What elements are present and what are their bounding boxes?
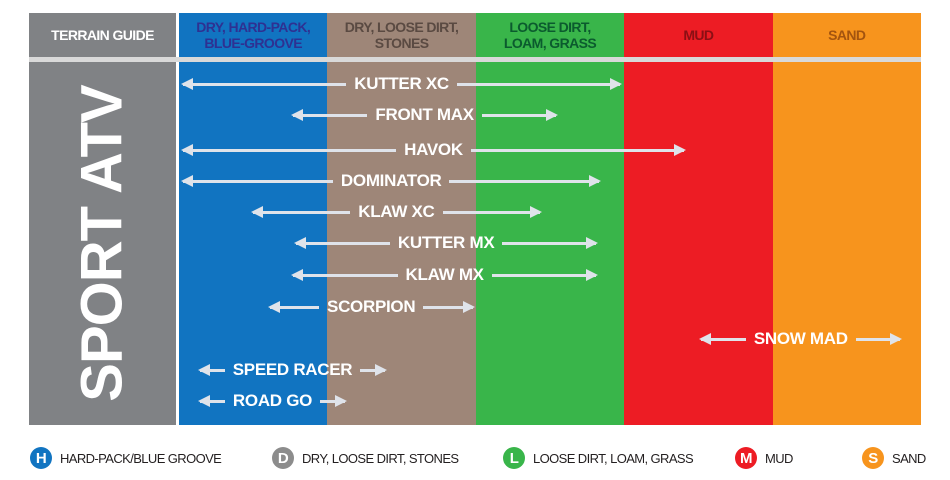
legend-label: HARD-PACK/BLUE GROOVE xyxy=(60,450,222,466)
right-arrow-icon xyxy=(855,332,903,345)
left-arrow-icon xyxy=(699,332,746,345)
left-arrow-icon xyxy=(197,394,225,407)
tire-range-row: SNOW MAD xyxy=(699,329,903,349)
right-arrow-icon xyxy=(502,236,598,249)
left-arrow-icon xyxy=(291,268,398,281)
legend-item: D DRY, LOOSE DIRT, STONES xyxy=(272,447,459,469)
terrain-guide-column xyxy=(29,62,176,425)
tire-name: SCORPION xyxy=(327,297,416,316)
left-arrow-icon xyxy=(294,236,390,249)
terrain-column-3 xyxy=(624,62,773,425)
terrain-header-label: SAND xyxy=(828,27,866,43)
tire-range-row: HAVOK xyxy=(181,140,686,160)
tire-range-row: KUTTER XC xyxy=(181,74,622,94)
legend-badge-icon: M xyxy=(735,447,757,469)
terrain-header-0: DRY, HARD-PACK, BLUE-GROOVE xyxy=(179,13,328,57)
terrain-header-3: MUD xyxy=(624,13,773,57)
right-arrow-icon xyxy=(470,143,686,156)
right-arrow-icon xyxy=(481,108,559,121)
tire-name: KLAW MX xyxy=(405,265,484,284)
terrain-header-1: DRY, LOOSE DIRT, STONES xyxy=(327,13,476,57)
tire-name: KLAW XC xyxy=(358,202,435,221)
terrain-guide-header: TERRAIN GUIDE xyxy=(29,13,176,57)
left-arrow-icon xyxy=(197,363,225,376)
tire-name: SPEED RACER xyxy=(232,360,353,379)
legend-badge-icon: S xyxy=(862,447,884,469)
legend-badge-icon: D xyxy=(272,447,294,469)
tire-range-row: FRONT MAX xyxy=(291,105,559,125)
right-arrow-icon xyxy=(423,300,475,313)
legend-badge-icon: H xyxy=(30,447,52,469)
legend-label: LOOSE DIRT, LOAM, GRASS xyxy=(533,450,694,466)
right-arrow-icon xyxy=(456,77,622,90)
tire-name: KUTTER XC xyxy=(354,74,449,93)
right-arrow-icon xyxy=(449,174,602,187)
right-arrow-icon xyxy=(491,268,599,281)
terrain-header-label: MUD xyxy=(683,27,714,43)
terrain-header-label: LOOSE DIRT, LOAM, GRASS xyxy=(503,19,597,51)
tire-range-row: KLAW XC xyxy=(251,202,542,222)
left-arrow-icon xyxy=(181,77,347,90)
terrain-header-2: LOOSE DIRT, LOAM, GRASS xyxy=(475,13,625,57)
terrain-header-label: DRY, HARD-PACK, BLUE-GROOVE xyxy=(196,19,311,51)
tire-name: DOMINATOR xyxy=(340,171,442,190)
legend-item: S SAND xyxy=(862,447,926,469)
legend-badge-icon: L xyxy=(503,447,525,469)
tire-name: FRONT MAX xyxy=(375,105,474,124)
tire-range-row: DOMINATOR xyxy=(181,171,602,191)
legend-label: SAND xyxy=(892,450,926,466)
terrain-header-4: SAND xyxy=(772,13,921,57)
terrain-guide-title: TERRAIN GUIDE xyxy=(51,27,154,43)
legend-label: DRY, LOOSE DIRT, STONES xyxy=(302,450,459,466)
tire-range-row: ROAD GO xyxy=(197,391,348,411)
left-arrow-icon xyxy=(291,108,368,121)
legend-label: MUD xyxy=(765,450,793,466)
sport-atv-title: SPORT ATV xyxy=(70,85,135,402)
left-arrow-icon xyxy=(181,143,397,156)
terrain-column-4 xyxy=(772,62,921,425)
tire-name: ROAD GO xyxy=(232,391,313,410)
legend-item: M MUD xyxy=(735,447,793,469)
tire-range-row: SPEED RACER xyxy=(197,360,388,380)
tire-range-row: SCORPION xyxy=(267,297,475,317)
tire-name: HAVOK xyxy=(404,140,463,159)
legend-item: H HARD-PACK/BLUE GROOVE xyxy=(30,447,222,469)
tire-range-row: KLAW MX xyxy=(291,265,599,285)
left-arrow-icon xyxy=(181,174,333,187)
terrain-header-label: DRY, LOOSE DIRT, STONES xyxy=(344,19,459,51)
tire-range-row: KUTTER MX xyxy=(294,233,598,253)
right-arrow-icon xyxy=(360,363,388,376)
left-arrow-icon xyxy=(267,300,320,313)
left-arrow-icon xyxy=(251,205,351,218)
header-separator xyxy=(29,57,921,62)
tire-name: SNOW MAD xyxy=(753,329,848,348)
tire-name: KUTTER MX xyxy=(397,233,495,252)
legend-item: L LOOSE DIRT, LOAM, GRASS xyxy=(503,447,694,469)
right-arrow-icon xyxy=(320,394,348,407)
right-arrow-icon xyxy=(442,205,542,218)
